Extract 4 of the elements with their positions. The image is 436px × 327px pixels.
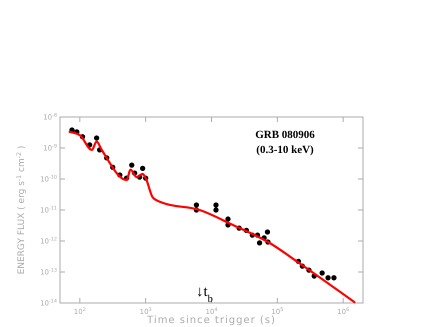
x-axis-title: Time since trigger (s) xyxy=(146,315,276,326)
annotation: ↓t$_{b}$ xyxy=(196,284,213,304)
annotation: (0.3-10 keV) xyxy=(256,144,314,156)
annotation: GRB 080906 xyxy=(255,129,316,141)
